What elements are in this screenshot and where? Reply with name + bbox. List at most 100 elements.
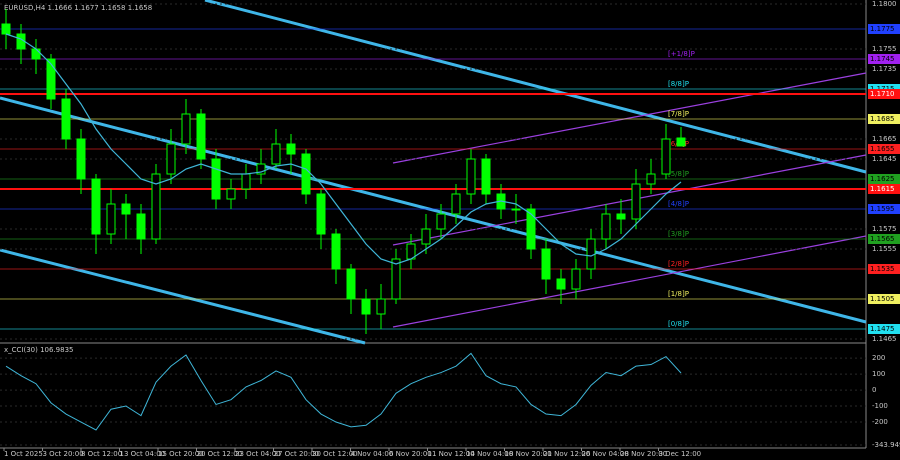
candle-body	[481, 158, 491, 195]
indicator-tick-label: 100	[872, 370, 885, 378]
candle-body	[541, 248, 551, 280]
price-box	[868, 264, 900, 274]
x-tick-label: 4 Nov 04:00	[351, 450, 394, 458]
candle-body	[46, 58, 56, 100]
price-box-label: 1.1565	[870, 235, 895, 243]
y-tick-label: 1.1645	[872, 155, 897, 163]
candle-body	[571, 268, 581, 290]
chart-title: EURUSD,H4 1.1666 1.1677 1.1658 1.1658	[4, 4, 152, 12]
x-tick-label: 28 Nov 20:00	[620, 450, 667, 458]
x-tick-label: 11 Nov 12:00	[428, 450, 475, 458]
price-box-label: 1.1535	[870, 265, 895, 273]
level-label: [1/8]P	[668, 290, 689, 298]
price-box-label: 1.1685	[870, 115, 895, 123]
level-label: [0/8]P	[668, 320, 689, 328]
x-tick-label: 1 Oct 2025	[4, 450, 43, 458]
indicator-tick-label: 200	[872, 354, 885, 362]
candle-body	[181, 113, 191, 145]
level-label: [8/8]P	[668, 80, 689, 88]
trend-line	[0, 248, 366, 345]
candle-body	[661, 138, 671, 175]
channel-line	[392, 235, 867, 328]
candle-body	[256, 163, 266, 175]
candle-body	[316, 193, 326, 235]
level-label: [2/8]P	[668, 260, 689, 268]
price-box	[868, 204, 900, 214]
x-tick-label: 3 Oct 20:00	[43, 450, 84, 458]
y-tick-label: 1.1665	[872, 135, 897, 143]
price-box-label: 1.1745	[870, 55, 895, 63]
y-tick-label: 1.1465	[872, 335, 897, 343]
candle-body	[616, 213, 626, 220]
indicator-title: x_CCI(30) 106.9835	[4, 346, 73, 354]
x-tick-label: 27 Oct 20:00	[274, 450, 320, 458]
candle-body	[286, 143, 296, 155]
y-tick-label: 1.1575	[872, 225, 897, 233]
candle-body	[556, 278, 566, 290]
y-tick-label: 1.1800	[872, 0, 897, 8]
candle-body	[391, 258, 401, 300]
price-box	[868, 174, 900, 184]
x-tick-label: 8 Oct 12:00	[81, 450, 122, 458]
price-box-label: 1.1655	[870, 145, 895, 153]
candle-body	[331, 233, 341, 270]
candle-body	[241, 173, 251, 190]
price-box-label: 1.1505	[870, 295, 895, 303]
level-label: [5/8]P	[668, 170, 689, 178]
x-tick-label: 3 Dec 12:00	[659, 450, 702, 458]
candle-body	[601, 213, 611, 240]
candle-body	[151, 173, 161, 240]
candle-body	[1, 23, 11, 35]
candle-body	[76, 138, 86, 180]
price-box	[868, 89, 900, 99]
candle-body	[436, 213, 446, 230]
x-tick-label: 26 Nov 04:00	[582, 450, 629, 458]
candle-body	[271, 143, 281, 165]
candle-body	[226, 188, 236, 200]
y-tick-label: 1.1755	[872, 45, 897, 53]
candle-body	[361, 298, 371, 315]
candle-body	[376, 298, 386, 315]
x-tick-label: 14 Nov 04:00	[466, 450, 513, 458]
candle-body	[676, 137, 686, 147]
candle-body	[166, 143, 176, 175]
price-box	[868, 234, 900, 244]
indicator-tick-label: -343.9494	[872, 441, 900, 449]
x-tick-label: 21 Nov 12:00	[543, 450, 590, 458]
trend-line	[0, 96, 867, 324]
price-box	[868, 24, 900, 34]
price-box-label: 1.1775	[870, 25, 895, 33]
level-label: [3/8]P	[668, 230, 689, 238]
candle-body	[451, 193, 461, 215]
price-box	[868, 294, 900, 304]
x-tick-label: 30 Oct 12:00	[312, 450, 358, 458]
x-tick-label: 23 Oct 04:00	[235, 450, 281, 458]
indicator-tick-label: -200	[872, 418, 888, 426]
price-box-label: 1.1710	[870, 90, 895, 98]
y-tick-label: 1.1555	[872, 245, 897, 253]
level-label: [4/8]P	[668, 200, 689, 208]
candle-body	[136, 213, 146, 240]
candle-body	[91, 178, 101, 235]
x-tick-label: 15 Oct 20:00	[158, 450, 204, 458]
price-box	[868, 144, 900, 154]
channel-line	[392, 154, 867, 246]
indicator-tick-label: -100	[872, 402, 888, 410]
moving-average	[5, 33, 682, 265]
candle-body	[301, 153, 311, 195]
price-box-label: 1.1625	[870, 175, 895, 183]
price-box	[868, 114, 900, 124]
price-box-label: 1.1615	[870, 185, 895, 193]
level-label: [7/8]P	[668, 110, 689, 118]
price-box-label: 1.1475	[870, 325, 895, 333]
price-box	[868, 54, 900, 64]
candle-body	[526, 208, 536, 250]
price-box	[868, 324, 900, 334]
x-tick-label: 18 Nov 20:00	[505, 450, 552, 458]
price-box-label: 1.1595	[870, 205, 895, 213]
cci-line	[5, 352, 682, 431]
candle-body	[646, 173, 656, 185]
